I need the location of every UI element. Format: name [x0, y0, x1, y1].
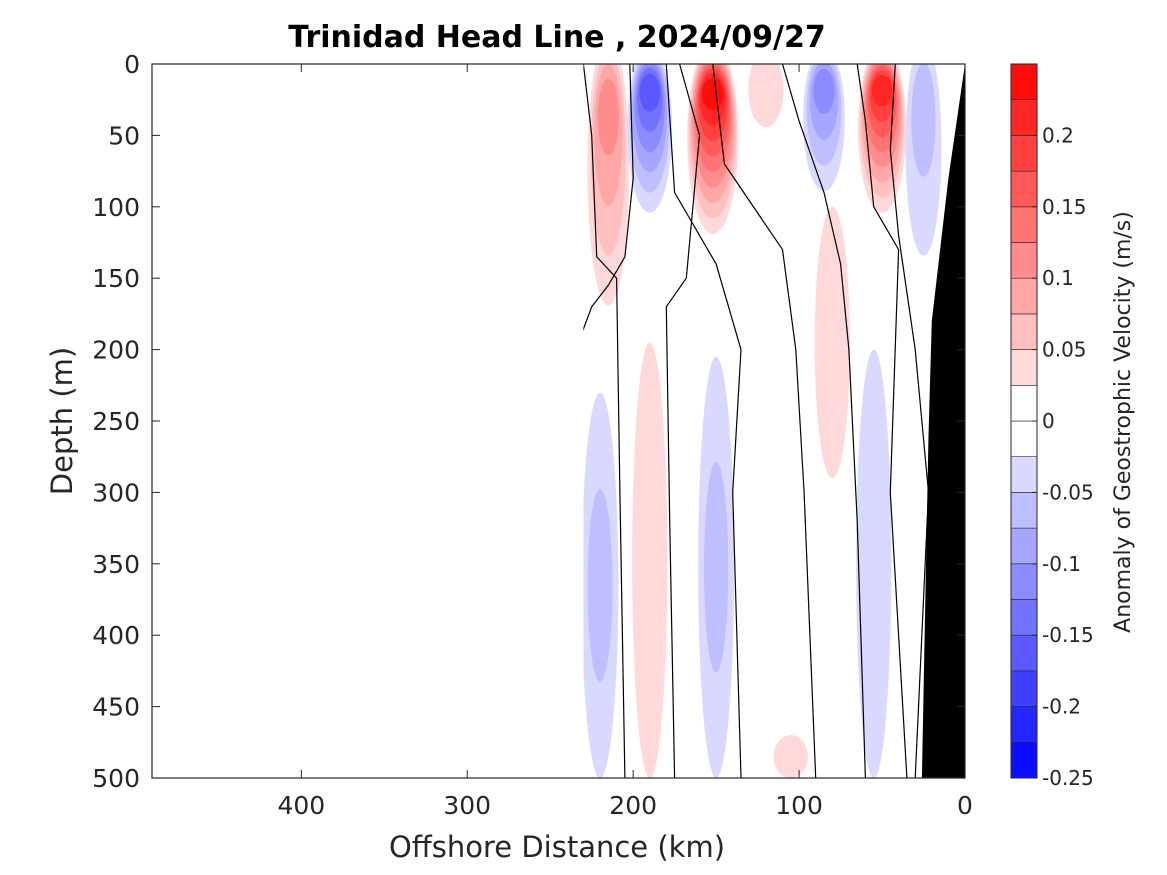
colorbar-segment [1010, 563, 1038, 600]
x-tick-label: 400 [277, 791, 325, 820]
zero-contour-lines [583, 64, 930, 778]
contour-band-1-5 [639, 73, 661, 112]
x-tick-label: 200 [609, 791, 657, 820]
velocity-cell-10 [814, 206, 850, 479]
y-tick-label: 50 [108, 121, 140, 150]
colorbar-tick-label: 0.2 [1042, 123, 1074, 147]
zero-contour-3 [665, 64, 742, 778]
contour-band-4-3 [813, 68, 835, 115]
zero-contour-6 [856, 64, 908, 778]
y-tick-label: 250 [92, 407, 140, 436]
contour-band-5-7 [871, 74, 893, 107]
x-tick-label: 0 [957, 791, 973, 820]
colorbar-tick-label: -0.2 [1042, 695, 1081, 719]
contour-band-10-0 [814, 206, 850, 479]
plot-area [151, 63, 966, 779]
colorbar-segment [1010, 313, 1038, 350]
y-tick-label: 200 [92, 336, 140, 365]
colorbar: -0.25 -0.2 -0.15 -0.1 -0.05 0 0.05 0.1 0.15 0.2 [1010, 63, 1094, 790]
velocity-cell-8 [698, 356, 735, 778]
colorbar-segment [1010, 170, 1038, 208]
colorbar-segment [1010, 527, 1038, 565]
colorbar-tick-label: 0.15 [1042, 195, 1087, 219]
velocity-cell-4 [803, 64, 845, 192]
colorbar-segment [1010, 741, 1038, 779]
colorbar-segment [1010, 456, 1038, 493]
y-tick-label: 350 [92, 550, 140, 579]
y-axis-ticks: 0 50 100 150 200 250 300 350 400 450 500 [92, 50, 965, 793]
velocity-cell-2 [687, 64, 739, 235]
colorbar-tick-label: -0.15 [1042, 623, 1094, 647]
y-tick-label: 150 [92, 264, 140, 293]
y-tick-label: 300 [92, 478, 140, 507]
zero-contour-7 [889, 64, 930, 778]
colorbar-tick-label: -0.25 [1042, 766, 1094, 790]
zero-contour-4 [712, 64, 817, 778]
colorbar-tick-label: -0.05 [1042, 480, 1094, 504]
x-axis-ticks: 400 300 200 100 0 [277, 64, 973, 820]
bottom-topography-mask [921, 64, 965, 778]
colorbar-segment [1010, 420, 1038, 458]
velocity-cell-0 [587, 64, 630, 306]
velocity-cell-9 [583, 392, 619, 778]
zero-contour-0 [583, 64, 634, 331]
x-axis-label: Offshore Distance (km) [389, 830, 725, 864]
colorbar-segment [1010, 277, 1038, 315]
velocity-cell-11 [856, 349, 892, 778]
contour-band-9-1 [587, 488, 613, 682]
contour-band-11-0 [856, 349, 892, 778]
contour-band-2-8 [701, 78, 724, 111]
colorbar-tick-label: 0.05 [1042, 338, 1087, 362]
velocity-cell-6 [905, 64, 942, 256]
velocity-cell-1 [627, 64, 673, 213]
contour-band-8-1 [703, 462, 729, 673]
velocity-cell-7 [632, 342, 668, 778]
y-axis-label: Depth (m) [45, 347, 79, 495]
colorbar-segment [1010, 206, 1038, 243]
colorbar-segment [1010, 63, 1038, 101]
velocity-cell-5 [858, 64, 907, 213]
contour-band-12-0 [773, 735, 808, 778]
y-tick-label: 500 [92, 764, 140, 793]
colorbar-segment [1010, 135, 1038, 172]
contour-band-0-3 [597, 78, 619, 156]
contour-band-7-0 [632, 342, 668, 778]
contour-band-6-1 [911, 64, 936, 177]
colorbar-segment [1010, 634, 1038, 672]
chart-title: Trinidad Head Line , 2024/09/27 [288, 20, 825, 55]
colorbar-segment [1010, 492, 1038, 529]
velocity-field [583, 64, 942, 778]
colorbar-segment [1010, 599, 1038, 636]
y-tick-label: 450 [92, 693, 140, 722]
colorbar-segment [1010, 384, 1038, 422]
zero-contour-2 [665, 64, 701, 778]
x-tick-label: 300 [443, 791, 491, 820]
colorbar-segment [1010, 670, 1038, 707]
contour-band-3-0 [748, 64, 784, 128]
x-tick-label: 100 [775, 791, 823, 820]
zero-contour-1 [583, 64, 626, 778]
zero-contour-5 [781, 64, 866, 778]
y-tick-label: 0 [124, 50, 140, 79]
velocity-cell-12 [773, 735, 808, 778]
colorbar-segment [1010, 706, 1038, 743]
colorbar-segment [1010, 349, 1038, 386]
colorbar-segment [1010, 99, 1038, 136]
colorbar-segment [1010, 242, 1038, 279]
colorbar-label: Anomaly of Geostrophic Velocity (m/s) [1111, 211, 1136, 633]
velocity-cell-3 [748, 64, 784, 128]
colorbar-tick-label: 0 [1042, 409, 1055, 433]
colorbar-tick-label: -0.1 [1042, 552, 1081, 576]
y-tick-label: 400 [92, 621, 140, 650]
colorbar-tick-label: 0.1 [1042, 266, 1074, 290]
y-tick-label: 100 [92, 193, 140, 222]
